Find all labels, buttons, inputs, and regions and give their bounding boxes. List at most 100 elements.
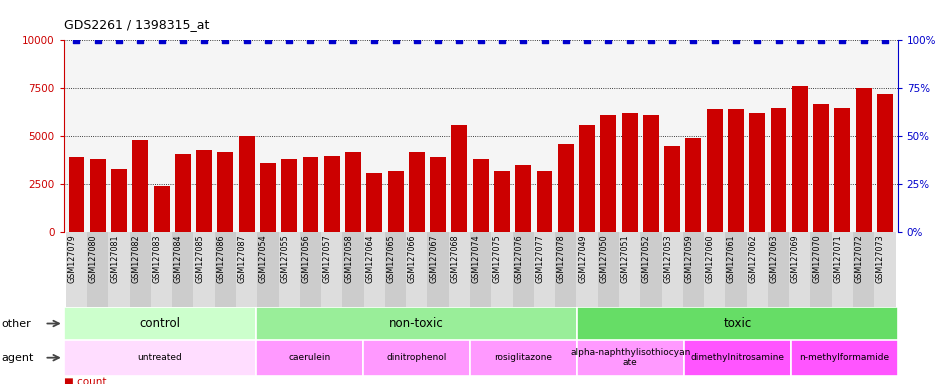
Text: GSM127087: GSM127087 bbox=[238, 235, 246, 283]
Point bbox=[388, 37, 402, 43]
Bar bbox=[302, 157, 318, 232]
Bar bbox=[557, 144, 573, 232]
Point bbox=[324, 37, 339, 43]
Point bbox=[749, 37, 764, 43]
Point bbox=[302, 37, 317, 43]
Point bbox=[727, 37, 742, 43]
Text: GSM127068: GSM127068 bbox=[450, 235, 459, 283]
Bar bbox=[790, 340, 897, 376]
Bar bbox=[257, 232, 278, 307]
Point bbox=[366, 37, 381, 43]
Bar bbox=[342, 232, 363, 307]
Point bbox=[515, 37, 530, 43]
Point bbox=[834, 37, 849, 43]
Bar bbox=[831, 232, 852, 307]
Bar bbox=[278, 232, 300, 307]
Bar bbox=[724, 232, 746, 307]
Text: GSM127082: GSM127082 bbox=[131, 235, 140, 283]
Bar bbox=[621, 113, 636, 232]
Bar bbox=[151, 232, 172, 307]
Text: n-methylformamide: n-methylformamide bbox=[798, 353, 888, 362]
Bar bbox=[217, 152, 233, 232]
Point bbox=[622, 37, 636, 43]
Bar bbox=[64, 307, 256, 340]
Bar bbox=[259, 163, 275, 232]
Text: GSM127067: GSM127067 bbox=[429, 235, 438, 283]
Point bbox=[133, 37, 148, 43]
Bar bbox=[703, 232, 724, 307]
Text: GSM127086: GSM127086 bbox=[216, 235, 226, 283]
Text: GSM127062: GSM127062 bbox=[748, 235, 756, 283]
Text: GSM127079: GSM127079 bbox=[67, 235, 77, 283]
Bar bbox=[683, 340, 790, 376]
Point bbox=[473, 37, 488, 43]
Bar bbox=[281, 159, 297, 232]
Bar bbox=[554, 232, 576, 307]
Bar bbox=[577, 340, 683, 376]
Bar bbox=[193, 232, 214, 307]
Bar bbox=[196, 150, 212, 232]
Text: GSM127056: GSM127056 bbox=[301, 235, 310, 283]
Point bbox=[643, 37, 658, 43]
Point bbox=[664, 37, 679, 43]
Text: GSM127084: GSM127084 bbox=[174, 235, 183, 283]
Text: GSM127065: GSM127065 bbox=[387, 235, 395, 283]
Bar bbox=[470, 232, 490, 307]
Bar bbox=[321, 232, 342, 307]
Bar bbox=[855, 88, 870, 232]
Text: other: other bbox=[1, 318, 31, 329]
Bar bbox=[852, 232, 873, 307]
Bar bbox=[768, 232, 788, 307]
Point bbox=[536, 37, 551, 43]
Text: GSM127081: GSM127081 bbox=[110, 235, 119, 283]
Bar bbox=[534, 232, 554, 307]
Bar bbox=[90, 159, 106, 232]
Bar bbox=[873, 232, 895, 307]
Text: GSM127072: GSM127072 bbox=[854, 235, 863, 283]
Bar bbox=[132, 140, 148, 232]
Point bbox=[90, 37, 105, 43]
Text: caerulein: caerulein bbox=[288, 353, 330, 362]
Point bbox=[345, 37, 360, 43]
Text: agent: agent bbox=[1, 353, 34, 363]
Bar bbox=[769, 108, 785, 232]
Text: GSM127083: GSM127083 bbox=[153, 235, 161, 283]
Text: GSM127080: GSM127080 bbox=[89, 235, 97, 283]
Bar bbox=[515, 165, 531, 232]
Bar bbox=[788, 232, 810, 307]
Bar bbox=[362, 340, 470, 376]
Text: dinitrophenol: dinitrophenol bbox=[386, 353, 446, 362]
Point bbox=[685, 37, 700, 43]
Text: GSM127064: GSM127064 bbox=[365, 235, 373, 283]
Point bbox=[175, 37, 190, 43]
Bar bbox=[129, 232, 151, 307]
Text: GSM127055: GSM127055 bbox=[280, 235, 289, 283]
Point bbox=[111, 37, 126, 43]
Bar bbox=[536, 171, 552, 232]
Bar bbox=[664, 146, 680, 232]
Point bbox=[770, 37, 785, 43]
Text: GSM127074: GSM127074 bbox=[471, 235, 480, 283]
Bar bbox=[490, 232, 512, 307]
Text: GSM127069: GSM127069 bbox=[790, 235, 799, 283]
Bar bbox=[470, 340, 577, 376]
Point bbox=[451, 37, 466, 43]
Bar bbox=[600, 115, 616, 232]
Text: alpha-naphthylisothiocyan
ate: alpha-naphthylisothiocyan ate bbox=[570, 348, 690, 367]
Point bbox=[154, 37, 168, 43]
Bar bbox=[430, 157, 446, 232]
Bar bbox=[154, 186, 169, 232]
Bar bbox=[300, 232, 321, 307]
Point bbox=[856, 37, 870, 43]
Bar bbox=[64, 340, 256, 376]
Text: GSM127078: GSM127078 bbox=[556, 235, 565, 283]
Bar bbox=[427, 232, 448, 307]
Point bbox=[579, 37, 594, 43]
Bar bbox=[597, 232, 619, 307]
Bar bbox=[256, 307, 577, 340]
Text: GSM127051: GSM127051 bbox=[620, 235, 629, 283]
Bar bbox=[512, 232, 534, 307]
Bar bbox=[706, 109, 722, 232]
Point bbox=[260, 37, 275, 43]
Bar bbox=[661, 232, 682, 307]
